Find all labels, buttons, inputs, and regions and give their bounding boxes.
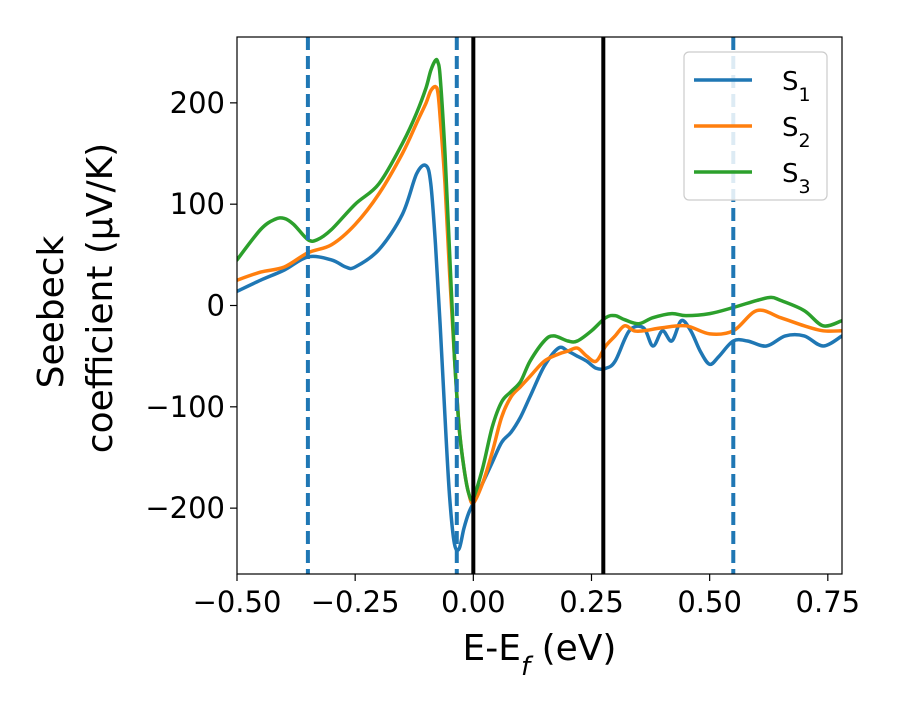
- x-tick-label: 0.00: [441, 585, 506, 619]
- series-line-s2: [237, 84, 842, 506]
- legend-label-main: S: [782, 67, 799, 97]
- y-axis-title-line2: coefficient (μV/K): [80, 143, 121, 453]
- legend-label-main: S: [782, 159, 799, 189]
- legend-box: [683, 51, 828, 201]
- x-axis-title: E-Ef (eV): [463, 628, 617, 682]
- x-tick-label: −0.25: [311, 585, 400, 619]
- y-axis-title-line1: Seebeck: [31, 235, 72, 388]
- legend-label-sub: 3: [799, 176, 811, 198]
- legend-label-sub: 1: [799, 84, 811, 106]
- y-axis-title: Seebeck coefficient (μV/K): [31, 143, 121, 453]
- y-tick-label: −100: [145, 390, 225, 424]
- y-tick-label: 100: [170, 187, 225, 221]
- x-axis-title-main: E-E: [463, 628, 521, 669]
- y-tick-label: 0: [207, 289, 225, 323]
- legend-label-s1: S1: [782, 67, 811, 106]
- x-axis-title-unit: (eV): [530, 628, 616, 669]
- series-line-s3: [237, 57, 842, 502]
- legend-label-sub: 2: [799, 130, 811, 152]
- legend-label-s3: S3: [782, 159, 811, 198]
- y-tick-label: 200: [170, 86, 225, 120]
- series-line-s1: [237, 163, 842, 553]
- legend-label-s2: S2: [782, 113, 811, 152]
- x-tick-label: 0.50: [677, 585, 742, 619]
- x-tick-label: 0.75: [796, 585, 861, 619]
- y-tick-label: −200: [145, 491, 225, 525]
- x-tick-label: 0.25: [559, 585, 624, 619]
- x-tick-label: −0.50: [193, 585, 282, 619]
- legend-label-main: S: [782, 113, 799, 143]
